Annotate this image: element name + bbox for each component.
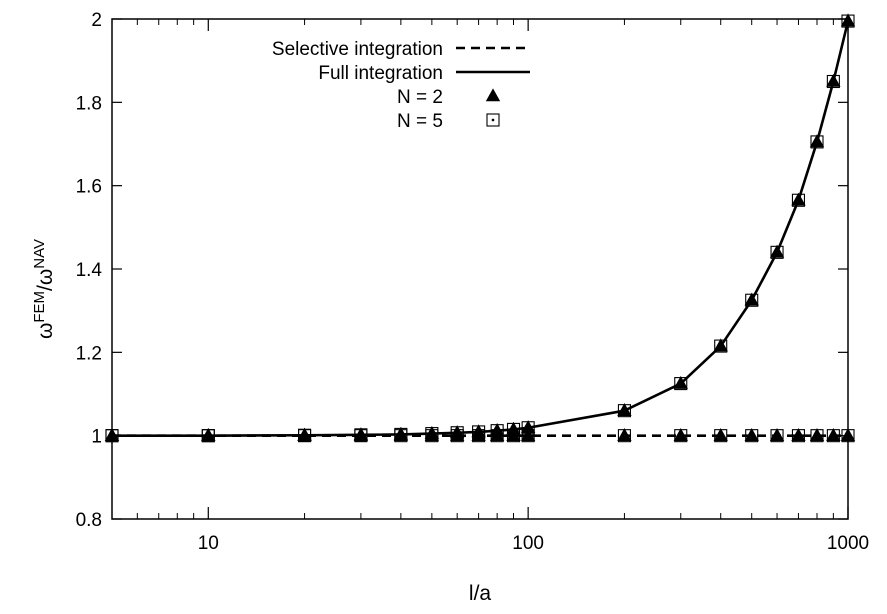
marker-n5: [521, 429, 535, 443]
y-tick-label: 1: [91, 427, 102, 448]
y-axis-title: ωFEM/ωNAV: [31, 239, 58, 339]
marker-n5: [791, 193, 806, 207]
y-tick-label: 1.4: [76, 260, 103, 281]
y-title-omega-1: ω: [34, 323, 57, 339]
x-tick-label: 100: [512, 533, 544, 554]
x-tick-label: 10: [198, 533, 219, 554]
legend-entry-2: N = 2: [397, 87, 501, 108]
marker-n5: [770, 429, 784, 443]
legend-label: Full integration: [318, 63, 443, 84]
legend-entry-1: Full integration: [318, 63, 530, 84]
legend: Selective integration Full integration N =…: [272, 39, 530, 132]
legend-label: N = 2: [397, 87, 443, 108]
marker-n5: [617, 429, 631, 443]
marker-n5: [490, 424, 504, 438]
y-title-omega-2: ω: [34, 269, 57, 285]
x-tick-label: 1000: [827, 533, 869, 554]
marker-n5: [826, 74, 840, 89]
y-title-slash: /: [34, 285, 57, 291]
legend-entry-3: N = 5: [397, 111, 500, 132]
y-tick-label: 0.8: [76, 510, 102, 531]
series-lines: [112, 20, 850, 437]
series-line-1: [112, 20, 850, 437]
marker-n5: [674, 377, 688, 391]
x-axis-title: l/a: [469, 582, 492, 605]
marker-n5: [506, 422, 521, 436]
marker-n5: [425, 427, 439, 441]
marker-n5: [810, 135, 824, 149]
marker-n5: [745, 429, 759, 443]
legend-label: Selective integration: [272, 39, 443, 60]
marker-n5: [674, 429, 688, 443]
marker-n5: [450, 426, 464, 440]
marker-n5: [201, 429, 215, 443]
legend-label: N = 5: [397, 111, 443, 132]
marker-n5: [521, 421, 535, 435]
legend-swatch: [485, 88, 501, 102]
marker-n5: [714, 429, 728, 443]
legend-entry-0: Selective integration: [272, 39, 530, 60]
y-tick-label: 1.8: [76, 93, 102, 114]
y-tick-label: 2: [91, 10, 102, 31]
axis-ticks: [111, 18, 849, 520]
marker-n5: [714, 339, 728, 353]
y-tick-label: 1.2: [76, 343, 102, 364]
marker-n5: [791, 429, 806, 443]
legend-swatch: [486, 113, 500, 127]
data-markers: [104, 13, 856, 443]
plot-frame: [111, 18, 849, 520]
y-tick-label: 1.6: [76, 177, 102, 198]
marker-n5: [394, 427, 408, 441]
marker-n5: [472, 425, 486, 439]
y-title-sup-fem: FEM: [31, 291, 48, 323]
marker-n5: [770, 245, 784, 259]
marker-n5: [617, 404, 631, 418]
marker-n5: [826, 429, 840, 443]
tick-labels: 0.8 1 1.2 1.4 1.6 1.8 2 10 100 1000: [76, 10, 870, 554]
marker-n5: [810, 429, 824, 443]
marker-n5: [298, 428, 312, 442]
marker-n5: [745, 293, 759, 307]
marker-n5: [354, 428, 368, 442]
y-title-sup-nav: NAV: [31, 239, 48, 269]
